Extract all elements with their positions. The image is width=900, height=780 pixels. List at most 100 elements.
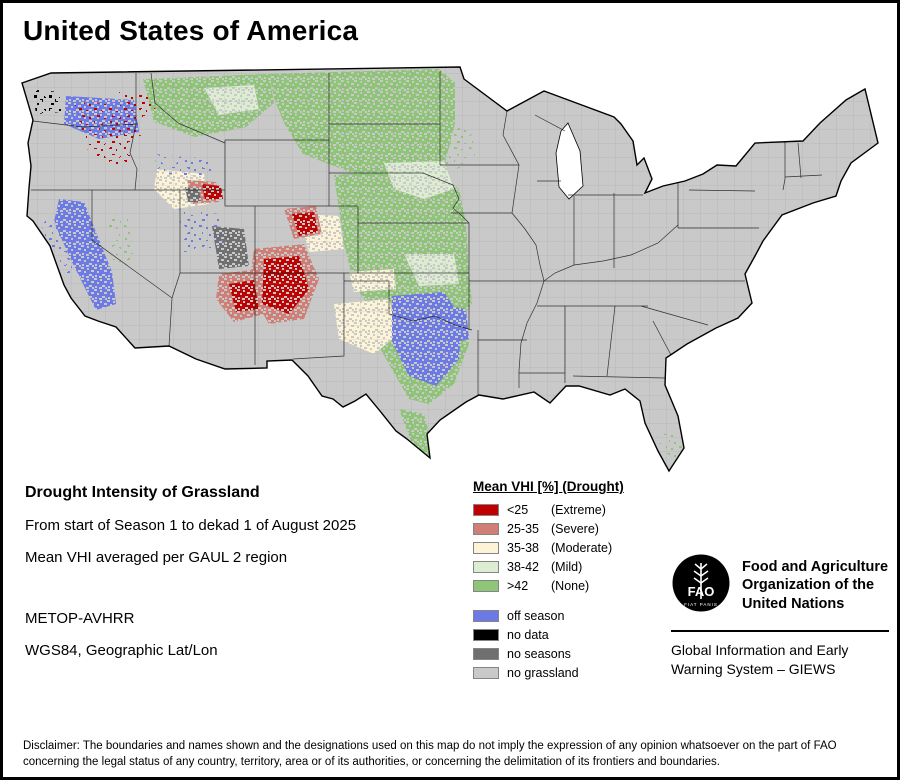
map-subtitle: Drought Intensity of Grassland [25, 484, 260, 501]
specks-green-florida [657, 433, 684, 462]
legend-row-moderate: 35-38 (Moderate) [473, 538, 624, 557]
legend-swatch-mild [473, 560, 499, 573]
region-offseason-california [54, 199, 116, 310]
legend-value: 35-38 [507, 540, 539, 555]
disclaimer: Disclaimer: The boundaries and names sho… [23, 740, 837, 768]
drought-regions [32, 69, 684, 462]
specks-blue-california-coast [42, 219, 74, 279]
legend-title: Mean VHI [%] (Drought) [473, 479, 624, 494]
region-green-texas [364, 289, 469, 404]
region-extreme-utah [202, 184, 223, 200]
fao-logo-motto: FIAT PANIS [684, 602, 718, 607]
fao-logo-acronym: FAO [688, 584, 715, 599]
legend-row-nodata: no data [473, 625, 624, 644]
legend-qualifier: (Extreme) [551, 502, 606, 517]
speckle-texture [22, 67, 878, 471]
legend-row-extreme: <25 (Extreme) [473, 500, 624, 519]
legend-label: off season [507, 608, 565, 623]
legend-swatch-noseasons [473, 647, 499, 660]
fao-logo-row: FAO FIAT PANIS Food and Agriculture Orga… [671, 553, 889, 613]
region-offseason-texas-east [436, 304, 469, 344]
us-national-outline [21, 66, 879, 473]
legend-value: 25-35 [507, 521, 539, 536]
legend-qualifier: (Severe) [551, 521, 599, 536]
legend-label: no data [507, 627, 549, 642]
legend-row-offseason: off season [473, 606, 624, 625]
legend-swatch-extreme [473, 503, 499, 516]
legend-row-severe: 25-35 (Severe) [473, 519, 624, 538]
no-grassland-base [22, 67, 878, 471]
region-moderate-colorado [299, 214, 344, 252]
county-boundaries [22, 67, 878, 471]
state-boundaries [31, 71, 823, 395]
region-noseasons-utah [212, 226, 249, 269]
map-land [22, 67, 878, 471]
region-offseason-texas [392, 292, 462, 386]
region-mild-kansas [404, 254, 459, 286]
region-noseasons-salt-lake [185, 187, 201, 202]
region-moderate-panhandle [349, 269, 396, 292]
legend-row-noseasons: no seasons [473, 644, 624, 663]
legend-qualifier: (None) [551, 578, 590, 593]
legend-swatch-nograssland [473, 666, 499, 679]
specks-blue-nevada [179, 209, 224, 252]
legend-value: 38-42 [507, 559, 539, 574]
fao-divider [671, 630, 889, 633]
region-green-montana [143, 74, 274, 137]
region-green-plains [334, 169, 472, 334]
projection-line: WGS84, Geographic Lat/Lon [25, 642, 218, 659]
region-mild-nebraska [384, 161, 454, 199]
specks-dark-olympic [32, 89, 62, 114]
page-title: United States of America [23, 15, 359, 46]
region-offseason-washington [64, 96, 139, 139]
region-mild-montana [204, 85, 259, 115]
legend-label: no grassland [507, 665, 579, 680]
specks-red-montana [119, 92, 156, 119]
legend-value: <25 [507, 502, 529, 517]
region-moderate-nevada [154, 169, 209, 209]
fao-org-line: Organization of the [742, 577, 875, 594]
legend-swatch-moderate [473, 541, 499, 554]
legend-qualifier: (Mild) [551, 559, 583, 574]
giews-line: Warning System – GIEWS [671, 661, 836, 678]
region-severe-arizona [216, 269, 264, 322]
region-extreme-new-mexico [262, 256, 309, 314]
region-severe-new-mexico [249, 244, 319, 324]
region-extreme-arizona [229, 280, 259, 312]
legend: Mean VHI [%] (Drought) <25 (Extreme) 25-… [473, 479, 624, 682]
map-info: Drought Intensity of Grassland From star… [25, 484, 356, 659]
fao-logo-icon: FAO FIAT PANIS [672, 554, 730, 612]
period-line: From start of Season 1 to dekad 1 of Aug… [25, 517, 357, 534]
sensor-line: METOP-AVHRR [25, 610, 135, 627]
specks-green-minnesota [433, 121, 475, 170]
legend-swatch-none [473, 579, 499, 592]
specks-blue-idaho [154, 154, 212, 176]
region-extreme-colorado [292, 212, 318, 236]
region-severe-colorado [284, 206, 322, 239]
region-green-dakotas [269, 69, 455, 179]
legend-row-nograssland: no grassland [473, 663, 624, 682]
region-green-rio-grande [399, 409, 432, 459]
legend-value: >42 [507, 578, 529, 593]
giews-line: Global Information and Early [671, 642, 849, 659]
region-moderate-west-texas [334, 299, 399, 354]
lake-michigan [555, 122, 584, 200]
legend-row-mild: 38-42 (Mild) [473, 557, 624, 576]
fao-org-line: United Nations [742, 595, 845, 612]
fao-block: FAO FIAT PANIS Food and Agriculture Orga… [671, 553, 889, 679]
legend-swatch-nodata [473, 628, 499, 641]
specks-green-sierra [107, 213, 134, 265]
legend-swatch-offseason [473, 609, 499, 622]
fao-org-line: Food and Agriculture [742, 559, 889, 575]
giews-caption: Global Information and Early Warning Sys… [671, 641, 889, 679]
legend-label: no seasons [507, 646, 571, 661]
wheat-leaves-icon [693, 563, 709, 584]
aggregation-line: Mean VHI averaged per GAUL 2 region [25, 549, 288, 566]
legend-row-none: >42 (None) [473, 576, 624, 595]
region-severe-utah [187, 180, 219, 204]
fao-org-name: Food and Agriculture Organization of the… [742, 553, 888, 613]
legend-qualifier: (Moderate) [551, 540, 613, 555]
legend-extras: off season no data no seasons no grassla… [473, 606, 624, 682]
specks-red-oregon [74, 102, 142, 169]
